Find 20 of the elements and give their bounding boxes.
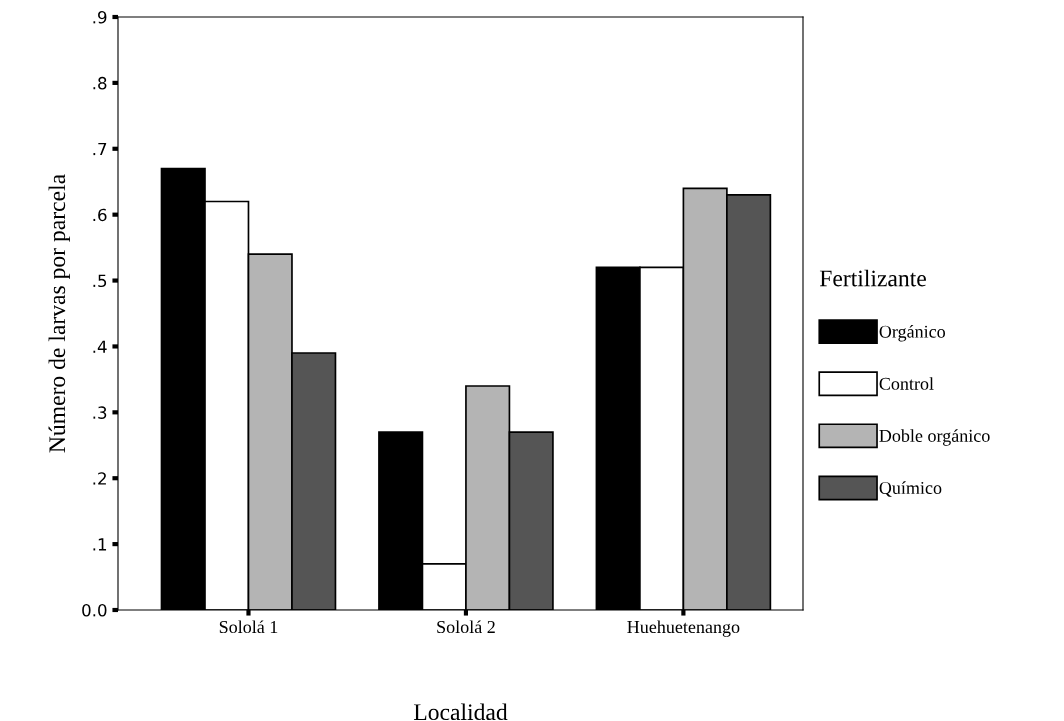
y-tick-label: .5 bbox=[93, 274, 107, 288]
x-tick-label: Huehuetenango bbox=[627, 620, 740, 637]
y-tick-label: .1 bbox=[93, 538, 107, 551]
x-axis-title: Localidad bbox=[413, 703, 508, 721]
x-tick-label: Sololá 2 bbox=[437, 620, 495, 634]
legend-label: Doble orgánico bbox=[879, 429, 990, 446]
y-tick-label: .8 bbox=[93, 76, 107, 90]
legend-label: Orgánico bbox=[879, 325, 946, 342]
legend-title: Fertilizante bbox=[819, 269, 926, 287]
legend-label: Control bbox=[879, 377, 934, 390]
y-tick-label: .4 bbox=[93, 340, 107, 353]
x-tick-label: Sololá 1 bbox=[219, 620, 278, 634]
y-tick-label: .2 bbox=[93, 472, 106, 485]
y-tick-label: .6 bbox=[93, 208, 107, 222]
y-tick-label: 0.0 bbox=[82, 603, 107, 617]
y-tick-label: .7 bbox=[93, 142, 107, 156]
y-axis-title: Número de larvas por parcela bbox=[48, 174, 70, 453]
y-tick-label: .3 bbox=[93, 406, 107, 419]
y-tick-label: .9 bbox=[93, 10, 107, 24]
legend-label: Químico bbox=[879, 481, 942, 497]
